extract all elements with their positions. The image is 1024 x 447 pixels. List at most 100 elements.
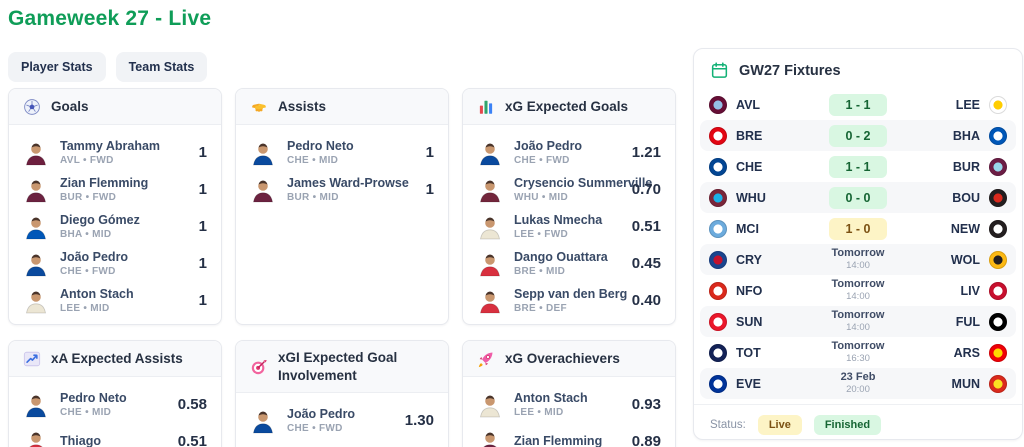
player-row[interactable]: Lukas Nmecha LEE • FWD 0.51 (463, 208, 675, 245)
finished-status-badge: Finished (813, 415, 882, 435)
away-team-code: LIV (960, 283, 980, 298)
player-name: Zian Flemming (60, 175, 149, 190)
player-row[interactable]: João Pedro CHE • FWD 1.21 (463, 134, 675, 171)
player-row[interactable]: Tammy Abraham AVL • FWD 1 (9, 134, 221, 171)
home-team-code: BRE (736, 128, 763, 143)
score-badge: 1 - 0 (829, 217, 887, 240)
player-team-pos: LEE • FWD (514, 228, 568, 240)
player-list: Tammy Abraham AVL • FWD 1 Zian Flemming BU… (9, 125, 221, 319)
home-team-crest (709, 250, 727, 269)
player-row[interactable]: Pedro Neto CHE • MID 1 (236, 134, 448, 171)
card-title: Assists (278, 98, 327, 114)
card-header: xG Expected Goals (463, 89, 675, 125)
home-team-crest (709, 312, 727, 331)
player-team-pos: LEE • MID (60, 302, 110, 314)
player-row[interactable]: Diego Gómez BHA • MID 1 (9, 208, 221, 245)
card-title: Goals (51, 98, 89, 114)
player-row[interactable]: Anton Stach LEE • MID 1 (9, 282, 221, 319)
fixtures-title: GW27 Fixtures (739, 62, 841, 79)
away-team-crest (989, 219, 1007, 238)
home-team-code: WHU (736, 190, 766, 205)
stat-value: 1 (198, 144, 207, 161)
card-title: xG Expected Goals (505, 98, 629, 114)
away-team-crest (989, 188, 1007, 207)
card-header: xA Expected Assists (9, 341, 221, 377)
fixture-row[interactable]: MCI 1 - 0 NEW (700, 213, 1016, 244)
card-title: xGI Expected Goal Involvement (278, 350, 398, 383)
player-team-pos: CHE • MID (60, 406, 112, 418)
stat-value: 1 (198, 292, 207, 309)
home-team-code: SUN (736, 314, 763, 329)
player-name: James Ward-Prowse (287, 175, 409, 190)
player-avatar (250, 408, 276, 434)
player-name: Pedro Neto (287, 138, 354, 153)
fixture-row[interactable]: NFO Tomorrow 14:00 LIV (700, 275, 1016, 306)
player-name: Anton Stach (60, 286, 134, 301)
stat-value: 1 (198, 255, 207, 272)
player-avatar (477, 140, 503, 166)
trend-up-icon (23, 350, 41, 368)
away-team-code: ARS (953, 345, 980, 360)
player-row[interactable]: Pedro Neto CHE • MID 0.58 (9, 386, 221, 423)
player-team-pos: BRE • MID (514, 265, 566, 277)
fixture-time: 14:00 (846, 290, 870, 302)
score-badge: 1 - 1 (829, 93, 887, 116)
player-avatar (250, 140, 276, 166)
player-row[interactable]: James Ward-Prowse BUR • MID 1 (236, 171, 448, 208)
player-row[interactable]: Zian Flemming BUR • FWD 1 (9, 171, 221, 208)
home-team-crest (709, 219, 727, 238)
home-team-crest (709, 188, 727, 207)
home-team-code: NFO (736, 283, 763, 298)
stat-value: 1 (425, 144, 434, 161)
player-list: Pedro Neto CHE • MID 1 James Ward-Prowse B… (236, 125, 448, 208)
fixture-row[interactable]: WHU 0 - 0 BOU (700, 182, 1016, 213)
player-row[interactable]: Dango Ouattara BRE • MID 0.45 (463, 245, 675, 282)
player-row[interactable]: Zian Flemming 0.89 (463, 423, 675, 447)
fixture-time: 14:00 (846, 321, 870, 333)
live-status-badge: Live (757, 415, 802, 435)
fixture-row[interactable]: SUN Tomorrow 14:00 FUL (700, 306, 1016, 337)
tab-player-stats[interactable]: Player Stats (8, 52, 106, 82)
player-row[interactable]: Crysencio Summerville WHU • MID 0.70 (463, 171, 675, 208)
player-row[interactable]: Thiago 0.51 (9, 423, 221, 447)
player-row[interactable]: João Pedro CHE • FWD 1 (9, 245, 221, 282)
player-name: Crysencio Summerville (514, 175, 653, 190)
player-avatar (477, 214, 503, 240)
player-avatar (477, 251, 503, 277)
player-list: João Pedro CHE • FWD 1.30 (236, 393, 448, 447)
player-name: João Pedro (60, 249, 129, 264)
player-row[interactable] (236, 439, 448, 447)
xgi-expected-goal-involvement-card: xGI Expected Goal Involvement João Pedro… (235, 340, 449, 447)
fixture-row[interactable]: CRY Tomorrow 14:00 WOL (700, 244, 1016, 275)
player-team-pos: LEE • MID (514, 406, 564, 418)
player-row[interactable]: João Pedro CHE • FWD 1.30 (236, 402, 448, 439)
stat-value: 0.70 (631, 181, 661, 198)
card-title: xG Overachievers (505, 350, 620, 366)
stat-value: 0.89 (631, 433, 661, 447)
player-name: Sepp van den Berg (514, 286, 628, 301)
fixture-row[interactable]: TOT Tomorrow 16:30 ARS (700, 337, 1016, 368)
away-team-code: BOU (952, 190, 980, 205)
stat-value: 0.40 (631, 292, 661, 309)
player-name: João Pedro (287, 406, 356, 421)
goals-card: Goals Tammy Abraham AVL • FWD 1 Zian Flem… (8, 88, 222, 325)
player-team-pos: CHE • FWD (514, 154, 570, 166)
player-row[interactable]: Anton Stach LEE • MID 0.93 (463, 386, 675, 423)
fixture-row[interactable]: EVE 23 Feb 20:00 MUN (700, 368, 1016, 399)
player-name: Dango Ouattara (514, 249, 608, 264)
player-list: Anton Stach LEE • MID 0.93 Zian Flemming … (463, 377, 675, 447)
home-team-code: TOT (736, 345, 761, 360)
fixture-row[interactable]: BRE 0 - 2 BHA (700, 120, 1016, 151)
player-avatar (477, 177, 503, 203)
stat-value: 0.58 (177, 396, 207, 413)
status-label: Status: (710, 419, 746, 431)
player-team-pos: BHA • MID (60, 228, 112, 240)
fixture-row[interactable]: AVL 1 - 1 LEE (700, 89, 1016, 120)
home-team-code: CHE (736, 159, 763, 174)
fixture-row[interactable]: CHE 1 - 1 BUR (700, 151, 1016, 182)
player-avatar (23, 140, 49, 166)
player-row[interactable]: Sepp van den Berg BRE • DEF 0.40 (463, 282, 675, 319)
tab-team-stats[interactable]: Team Stats (115, 52, 208, 82)
tab-bar: Player Stats Team Stats (8, 52, 208, 82)
fixture-time: 20:00 (846, 383, 870, 395)
